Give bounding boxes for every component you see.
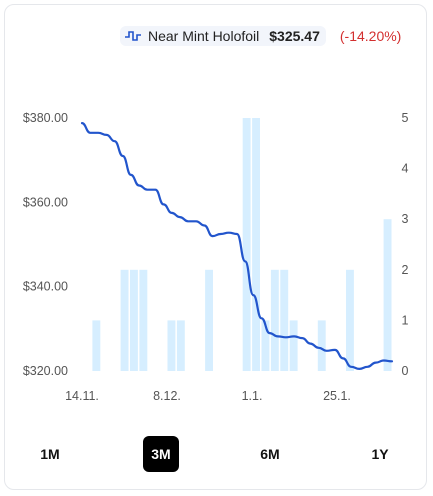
y-left-tick-label: $320.00 — [23, 364, 68, 378]
legend-current-price: $325.47 — [269, 28, 320, 44]
y-right-tick-label: 4 — [402, 162, 409, 176]
volume-bar — [270, 269, 279, 371]
chart-legend: Near Mint Holofoil $325.47 (-14.20%) — [120, 24, 419, 48]
volume-bar — [252, 118, 260, 371]
y-left-tick-label: $340.00 — [23, 280, 68, 294]
price-chart: $380.00 $360.00 $340.00 $320.00 5 4 3 2 1 0 14.1… — [23, 111, 409, 403]
volume-bar — [130, 269, 138, 371]
x-tick-label: 14.11. — [65, 389, 99, 403]
x-tick-label: 1.1. — [242, 389, 263, 403]
volume-bars — [92, 118, 392, 371]
volume-bar — [289, 320, 298, 371]
y-right-tick-label: 1 — [402, 313, 409, 327]
tab-3m[interactable]: 3M — [143, 436, 179, 472]
chart-card — [4, 4, 427, 490]
legend-price-change: (-14.20%) — [339, 28, 402, 44]
y-right-tick-label: 0 — [402, 364, 409, 378]
tab-6m[interactable]: 6M — [260, 446, 280, 462]
y-axis-right: 5 4 3 2 1 0 — [402, 111, 409, 378]
x-axis: 14.11. 8.12. 1.1. 25.1. — [65, 389, 351, 403]
y-right-tick-label: 5 — [402, 111, 409, 125]
volume-bar — [167, 320, 176, 371]
volume-bar — [205, 269, 213, 371]
legend-series-item[interactable]: Near Mint Holofoil $325.47 — [120, 26, 326, 46]
tab-1y[interactable]: 1Y — [371, 446, 389, 462]
y-right-tick-label: 2 — [402, 263, 409, 277]
volume-bar — [176, 320, 185, 371]
y-axis-left: $380.00 $360.00 $340.00 $320.00 — [23, 111, 68, 378]
volume-bar — [139, 269, 148, 371]
price-line — [80, 122, 394, 370]
x-tick-label: 25.1. — [323, 389, 351, 403]
volume-bar — [383, 219, 392, 371]
y-right-tick-label: 3 — [402, 212, 409, 226]
volume-bar — [346, 269, 354, 371]
y-left-tick-label: $360.00 — [23, 195, 68, 209]
y-left-tick-label: $380.00 — [23, 111, 68, 125]
x-tick-label: 8.12. — [153, 389, 181, 403]
volume-bar — [92, 320, 101, 371]
tab-1m[interactable]: 1M — [40, 446, 60, 462]
volume-bar — [280, 269, 289, 371]
volume-bar — [242, 118, 251, 371]
legend-series-name: Near Mint Holofoil — [148, 28, 260, 44]
line-chart-icon — [125, 31, 141, 41]
volume-bar — [261, 320, 270, 371]
volume-bar — [120, 269, 129, 371]
volume-bar — [317, 320, 326, 371]
range-tabs: 1M 3M 6M 1Y — [0, 436, 433, 472]
